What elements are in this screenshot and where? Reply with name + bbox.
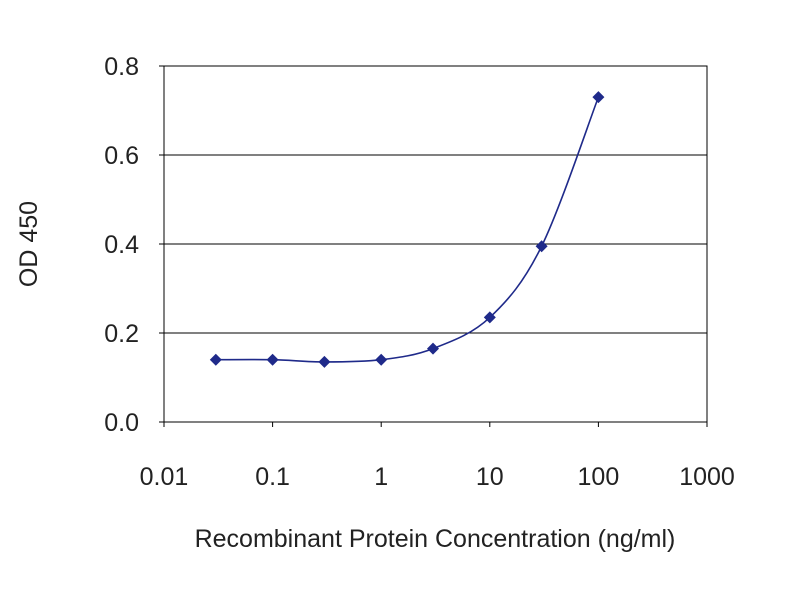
data-point: [592, 91, 605, 104]
y-tick-label: 0.6: [104, 142, 139, 170]
data-point: [535, 240, 548, 253]
y-tick-label: 0.8: [104, 53, 139, 81]
x-tick-label: 0.01: [140, 463, 189, 491]
x-tick-label: 0.1: [255, 463, 290, 491]
data-point: [209, 353, 222, 366]
x-tick-label: 10: [476, 463, 504, 491]
y-tick-label: 0.4: [104, 231, 139, 259]
data-point: [427, 342, 440, 355]
data-point: [266, 353, 279, 366]
data-points: [209, 91, 605, 368]
x-tick-label: 100: [578, 463, 620, 491]
x-tick-label: 1000: [679, 463, 735, 491]
y-axis-label: OD 450: [15, 201, 43, 287]
data-point: [483, 311, 496, 324]
data-point: [318, 355, 331, 368]
y-tick-label: 0.0: [104, 409, 139, 437]
grid-lines: [164, 154, 707, 334]
x-tick-label: 1: [374, 463, 388, 491]
axis-ticks: 0.0 0.2 0.4 0.6 0.8 0.01 0.1 1 10 100 1000: [104, 53, 735, 491]
x-axis-label: Recombinant Protein Concentration (ng/ml…: [195, 525, 676, 553]
y-tick-label: 0.2: [104, 320, 139, 348]
data-point: [375, 353, 388, 366]
